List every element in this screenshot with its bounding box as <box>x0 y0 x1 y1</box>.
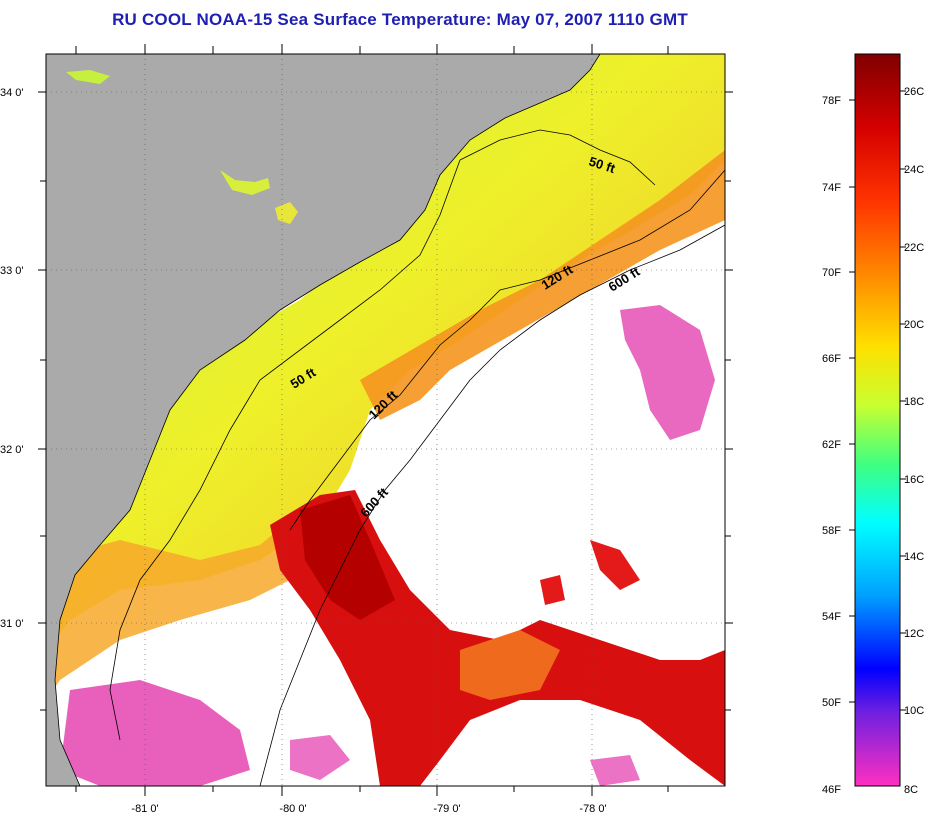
isobath-50ft <box>109 129 656 741</box>
colorbar-f-label: 62F <box>822 439 841 451</box>
colorbar-f-label: 74F <box>822 182 841 194</box>
colorbar-c-label: 22C <box>904 242 924 254</box>
cold-patch <box>590 755 640 786</box>
inland-lake <box>220 170 270 195</box>
colorbar-f-label: 78F <box>822 95 841 107</box>
gulf-stream-warm-core <box>460 630 560 700</box>
colorbar-f-label: 70F <box>822 267 841 279</box>
colorbar-c-label: 16C <box>904 474 924 486</box>
lat-label: 32 0' <box>0 444 24 456</box>
coastline <box>54 54 601 786</box>
colorbar-c-labels: 26C 24C 22C 20C 18C 16C 14C 12C 10C 8C <box>904 86 924 796</box>
gulf-stream-warm-core <box>270 490 725 786</box>
inland-lake <box>275 202 298 224</box>
map-frame <box>45 53 726 787</box>
lon-label: -80 0' <box>279 803 306 815</box>
colorbar-c-label: 26C <box>904 86 924 98</box>
colorbar-f-labels: 78F 74F 70F 66F 62F 58F 54F 50F 46F <box>822 95 841 796</box>
colorbar-c-label: 8C <box>904 784 918 796</box>
colorbar-f-label: 50F <box>822 697 841 709</box>
gulf-stream-warm-core <box>540 575 565 605</box>
page-title: RU COOL NOAA-15 Sea Surface Temperature:… <box>112 10 688 29</box>
isobath-600ft <box>259 224 725 786</box>
lon-label: -79 0' <box>433 803 460 815</box>
lon-label: -81 0' <box>131 803 158 815</box>
graticule <box>46 54 725 786</box>
gulf-stream-warm-core <box>300 495 395 620</box>
colorbar-f-label: 54F <box>822 611 841 623</box>
colorbar-f-label: 66F <box>822 353 841 365</box>
shelf-orange-band <box>46 520 310 700</box>
colorbar-c-label: 18C <box>904 396 924 408</box>
colorbar-ticks <box>849 90 906 711</box>
lat-label: 31 0' <box>0 618 24 630</box>
colorbar-f-label: 46F <box>822 784 841 796</box>
cold-patch <box>620 305 715 440</box>
shelf-orange-band <box>360 150 725 420</box>
lon-labels: -81 0' -80 0' -79 0' -78 0' <box>131 803 606 815</box>
land-mass <box>46 54 600 786</box>
nearshore-sst-band <box>46 54 725 650</box>
isobath-120ft <box>289 169 725 531</box>
colorbar-c-label: 12C <box>904 628 924 640</box>
colorbar-c-label: 10C <box>904 705 924 717</box>
colorbar-c-label: 14C <box>904 551 924 563</box>
colorbar-c-label: 24C <box>904 164 924 176</box>
lat-label: 34 0' <box>0 87 24 99</box>
lat-label: 33 0' <box>0 265 24 277</box>
colorbar-gradient <box>854 53 901 787</box>
colorbar-c-label: 20C <box>904 319 924 331</box>
colorbar-f-label: 58F <box>822 525 841 537</box>
cold-patch <box>60 680 250 786</box>
lat-labels: 34 0' 33 0' 32 0' 31 0' <box>0 87 24 630</box>
axis-ticks <box>38 44 733 796</box>
colorbar: 78F 74F 70F 66F 62F 58F 54F 50F 46F 26C … <box>822 53 924 796</box>
inland-lake <box>66 70 110 84</box>
lon-label: -78 0' <box>579 803 606 815</box>
cold-patch <box>290 735 350 780</box>
gulf-stream-warm-core <box>590 540 640 590</box>
